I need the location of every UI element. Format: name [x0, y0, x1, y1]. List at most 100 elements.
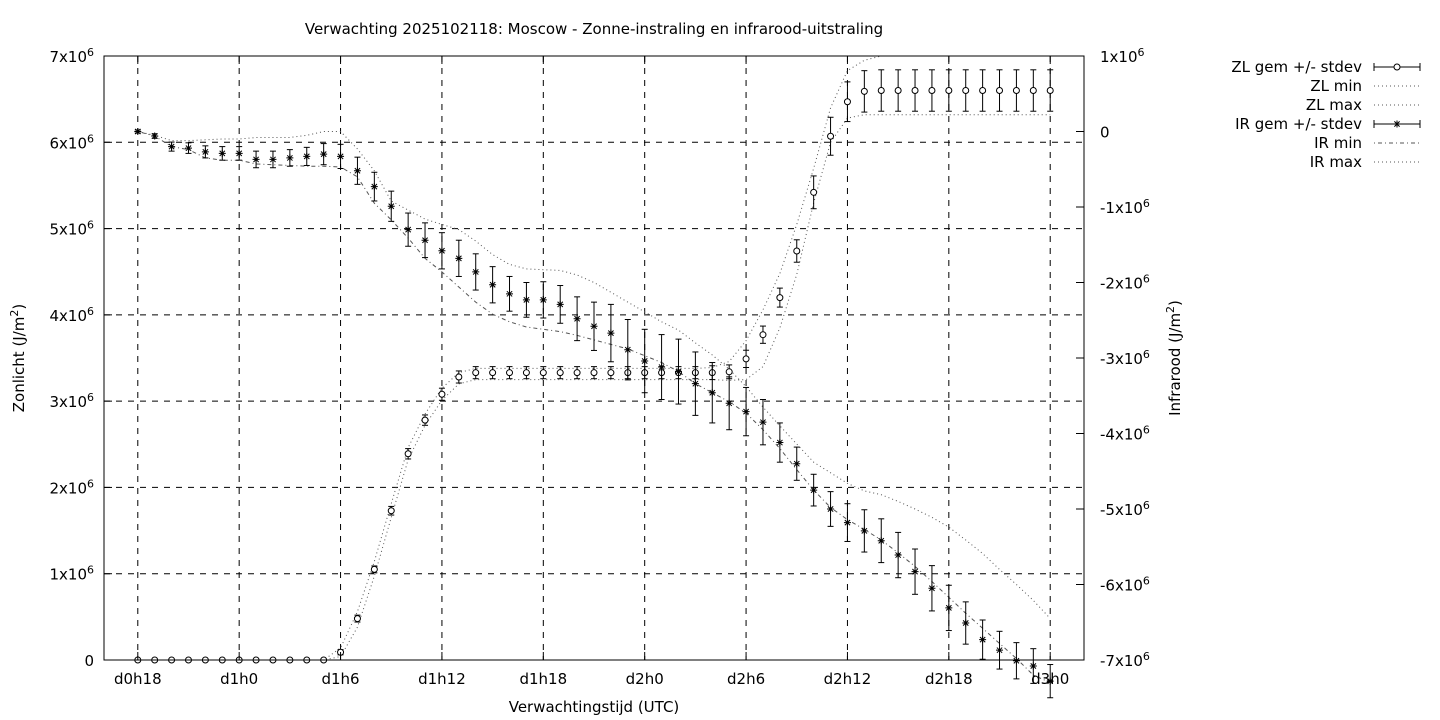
axes: d0h18 d1h0 d1h6 d1h12 d1h18 d2h0 d2h6 d2h12 d2h1…	[49, 46, 1149, 688]
zl-mean-point	[945, 87, 953, 95]
x-tick-label: d2h0	[626, 670, 664, 688]
zl-mean-point	[387, 507, 395, 515]
y-tick-label: 6x106	[49, 132, 94, 152]
y2-tick-label: -6x106	[1100, 575, 1150, 595]
ir-mean-point	[134, 128, 142, 135]
y2-tick-label: 0	[1100, 124, 1110, 142]
y-tick-label: 5x106	[49, 219, 94, 239]
ir-mean-point	[455, 254, 463, 262]
zl-mean-point	[438, 390, 446, 398]
y2-axis-label: Infrarood (J/m2)	[1164, 300, 1184, 416]
chart-title: Verwachting 2025102118: Moscow - Zonne-i…	[305, 20, 883, 38]
y2-tick-label: -4x106	[1100, 424, 1150, 444]
ir-mean-point	[742, 408, 750, 416]
ir-mean-point	[472, 268, 480, 276]
legend-label: IR max	[1310, 153, 1362, 171]
zl-mean-point	[827, 132, 835, 140]
zl-mean-point	[590, 369, 598, 377]
ir-mean-point	[438, 247, 446, 255]
x-tick-label: d1h6	[321, 670, 359, 688]
y-tick-label: 1x106	[49, 564, 94, 584]
zl-mean-point	[1012, 87, 1020, 95]
x-tick-label: d2h6	[727, 670, 765, 688]
zl-mean-point	[1046, 87, 1054, 95]
y2-tick-label: -7x106	[1100, 650, 1150, 670]
ir-mean-point	[522, 296, 530, 304]
zl-mean-point	[843, 98, 851, 106]
ir-mean-point	[979, 636, 987, 644]
zl-mean-point	[573, 369, 581, 377]
plot-border	[103, 55, 1085, 661]
ir-mean-point	[624, 346, 632, 354]
zl-mean-point	[776, 294, 784, 302]
zl-mean-point	[877, 87, 885, 95]
zl-mean-point	[1029, 87, 1037, 95]
ir-mean-point	[151, 132, 159, 140]
zl-mean-point	[742, 355, 750, 363]
ir-mean-point	[1029, 662, 1037, 670]
zl-min-line	[137, 114, 1051, 661]
ir-mean-point	[353, 167, 361, 175]
ir-mean-point	[607, 329, 615, 337]
ir-mean-point	[539, 296, 547, 304]
zl-mean-point	[370, 565, 378, 573]
x-tick-label: d0h18	[114, 670, 162, 688]
x-tick-label: d3h0	[1031, 670, 1069, 688]
ir-mean-point	[759, 418, 767, 426]
x-tick-label: d2h18	[925, 670, 973, 688]
y-tick-label: 4x106	[49, 305, 94, 325]
ir-mean-point	[506, 290, 514, 298]
ir-mean-point	[827, 505, 835, 513]
ir-mean-point	[810, 486, 818, 494]
zl-mean-point	[860, 87, 868, 95]
zl-mean-point	[979, 87, 987, 95]
ir-mean-point	[691, 380, 699, 388]
ir-mean-point	[303, 152, 311, 160]
zl-mean-point	[506, 369, 514, 377]
ir-mean-point	[269, 155, 277, 163]
zl-mean-point	[522, 369, 530, 377]
ir-mean-point	[252, 155, 260, 163]
y-tick-label: 3x106	[49, 391, 94, 411]
ir-mean-point	[337, 152, 345, 160]
ir-mean-point	[945, 604, 953, 612]
ir-mean-point	[404, 226, 412, 234]
zl-mean-point	[810, 188, 818, 196]
ir-mean-point	[387, 202, 395, 210]
legend-marker	[1393, 120, 1401, 128]
ir-mean-point	[1046, 677, 1054, 685]
ir-mean-point	[1012, 657, 1020, 665]
y2-tick-label: -2x106	[1100, 273, 1150, 293]
zl-mean-point	[793, 247, 801, 255]
zl-mean-point	[489, 369, 497, 377]
ir-mean-point	[590, 322, 598, 330]
x-tick-label: d1h0	[220, 670, 258, 688]
legend-marker	[1393, 63, 1401, 71]
legend-label: IR gem +/- stdev	[1235, 115, 1362, 133]
y-tick-label: 0	[84, 652, 94, 670]
ir-mean-point	[776, 439, 784, 447]
ir-mean-point	[184, 144, 192, 152]
ir-mean-point	[489, 281, 497, 289]
ir-mean-point	[708, 389, 716, 397]
ir-mean-point	[218, 149, 226, 157]
ir-mean-point	[421, 236, 429, 244]
ir-mean-point	[235, 149, 243, 157]
zl-mean-point	[894, 87, 902, 95]
zl-mean-point	[539, 369, 547, 377]
ir-mean-point	[573, 315, 581, 323]
x-tick-label: d1h18	[519, 670, 567, 688]
zl-mean-point	[911, 87, 919, 95]
ir-mean-point	[320, 150, 328, 158]
y-tick-label: 2x106	[49, 477, 94, 497]
zl-mean-point	[556, 369, 564, 377]
grid-lines	[104, 56, 1084, 660]
zl-mean-point	[725, 368, 733, 376]
legend-label: ZL max	[1306, 96, 1362, 114]
zl-mean-point	[404, 450, 412, 458]
y-tick-label: 7x106	[49, 46, 94, 66]
zl-mean-point	[996, 87, 1004, 95]
zl-mean-point	[607, 369, 615, 377]
